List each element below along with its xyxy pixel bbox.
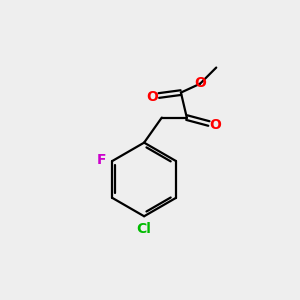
Text: O: O (209, 118, 221, 132)
Text: F: F (96, 153, 106, 166)
Text: O: O (146, 90, 158, 104)
Text: O: O (195, 76, 207, 90)
Text: Cl: Cl (137, 222, 152, 236)
